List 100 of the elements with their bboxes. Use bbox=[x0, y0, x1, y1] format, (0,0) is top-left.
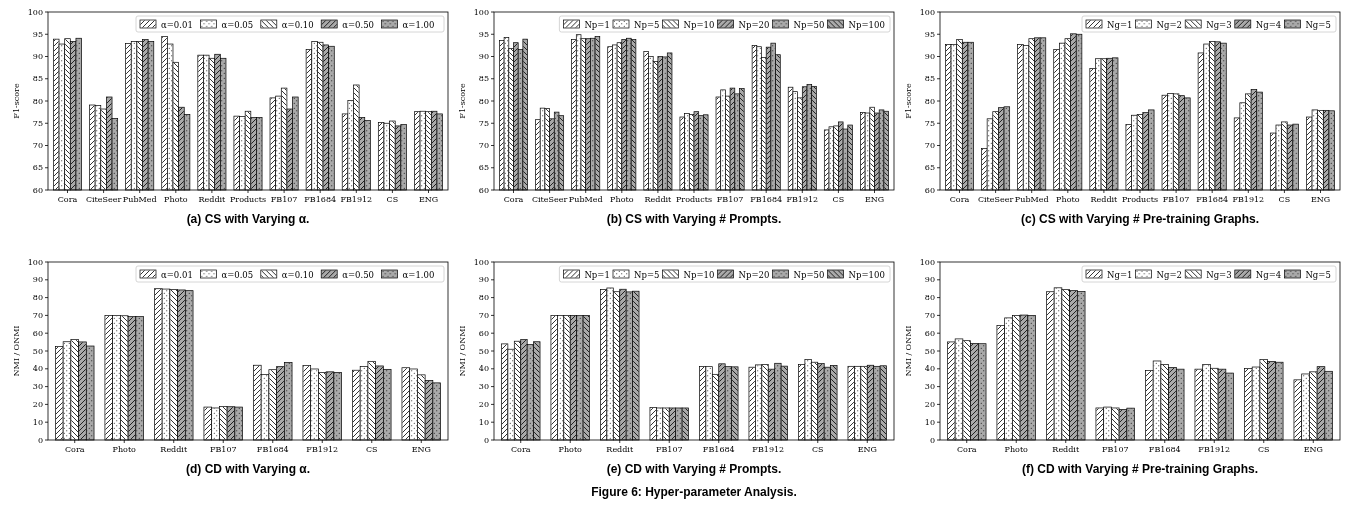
y-tick-label: 60 bbox=[478, 185, 489, 195]
y-axis-title: F1-score bbox=[904, 83, 913, 119]
legend-label: α=0.01 bbox=[161, 19, 193, 30]
x-tick-label: Cora bbox=[64, 445, 85, 454]
y-tick-label: 70 bbox=[924, 141, 935, 151]
text: (e) CD with Varying # Prompts. bbox=[606, 462, 782, 476]
legend-label: Ng=3 bbox=[1206, 19, 1232, 30]
y-tick-label: 20 bbox=[924, 399, 935, 409]
x-tick-label: CS bbox=[365, 445, 378, 454]
x-tick-label: FB1912 bbox=[1198, 445, 1231, 454]
x-tick-label: FB1684 bbox=[750, 195, 783, 204]
legend-label: α=0.10 bbox=[281, 269, 314, 280]
text: (c) CS with Varying # Pre-training Graphs. bbox=[1020, 212, 1260, 226]
x-tick-label: FB1684 bbox=[304, 195, 337, 204]
y-tick-label: 85 bbox=[478, 74, 489, 84]
legend-label: Ng=3 bbox=[1206, 269, 1232, 280]
x-tick-label: FB107 bbox=[716, 195, 744, 204]
y-tick-label: 20 bbox=[32, 399, 43, 409]
x-tick-label: ENG bbox=[418, 195, 439, 204]
x-tick-label: Reddit bbox=[160, 445, 188, 454]
y-tick-label: 65 bbox=[32, 163, 43, 173]
x-tick-label: Photo bbox=[164, 195, 188, 204]
text: (b) CS with Varying # Prompts. bbox=[606, 212, 782, 226]
y-tick-label: 75 bbox=[478, 118, 489, 128]
x-tick-label: ENG bbox=[1310, 195, 1331, 204]
x-tick-label: FB1684 bbox=[256, 445, 289, 454]
x-tick-label: Photo bbox=[558, 445, 583, 454]
x-tick-label: FB107 bbox=[270, 195, 298, 204]
y-tick-label: 80 bbox=[924, 96, 935, 106]
y-axis-title: F1-score bbox=[458, 83, 467, 119]
x-tick-label: PubMed bbox=[568, 195, 603, 204]
y-tick-label: 30 bbox=[924, 382, 935, 392]
y-tick-label: 40 bbox=[924, 364, 935, 374]
x-tick-label: Cora bbox=[949, 195, 970, 204]
legend-label: Np=50 bbox=[793, 269, 825, 280]
y-tick-label: 0 bbox=[929, 435, 935, 445]
x-tick-label: Products bbox=[229, 195, 267, 204]
y-tick-label: 10 bbox=[924, 417, 935, 427]
x-tick-label: FB1684 bbox=[702, 445, 735, 454]
legend-label: α=0.10 bbox=[281, 19, 314, 30]
y-tick-label: 60 bbox=[478, 328, 489, 338]
x-tick-label: Cora bbox=[956, 445, 977, 454]
x-tick-label: Photo bbox=[112, 445, 137, 454]
y-tick-label: 65 bbox=[924, 163, 935, 173]
y-tick-label: 80 bbox=[478, 96, 489, 106]
y-tick-label: 90 bbox=[924, 275, 935, 285]
legend-label: Np=50 bbox=[793, 19, 825, 30]
x-tick-label: Photo bbox=[610, 195, 634, 204]
x-tick-label: FB107 bbox=[209, 445, 237, 454]
legend-label: Ng=2 bbox=[1156, 269, 1183, 280]
x-tick-label: Reddit bbox=[606, 445, 634, 454]
x-tick-label: PubMed bbox=[1014, 195, 1049, 204]
y-tick-label: 80 bbox=[32, 293, 43, 303]
legend-label: α=0.50 bbox=[342, 19, 374, 30]
legend-label: α=0.05 bbox=[221, 269, 254, 280]
text: (a) CS with Varying α. bbox=[186, 212, 310, 226]
y-tick-label: 70 bbox=[924, 310, 935, 320]
x-tick-label: Photo bbox=[1004, 445, 1029, 454]
legend-label: Ng=4 bbox=[1255, 269, 1282, 280]
legend-label: α=0.50 bbox=[342, 269, 374, 280]
x-tick-label: Cora bbox=[510, 445, 531, 454]
legend-label: Np=5 bbox=[634, 19, 660, 30]
x-tick-label: FB1912 bbox=[752, 445, 785, 454]
x-tick-label: FB1912 bbox=[786, 195, 819, 204]
y-tick-label: 85 bbox=[32, 74, 43, 84]
y-tick-label: 95 bbox=[32, 29, 43, 39]
legend-label: Ng=1 bbox=[1107, 19, 1133, 30]
y-tick-label: 90 bbox=[32, 52, 43, 62]
y-tick-label: 60 bbox=[924, 328, 935, 338]
y-tick-label: 80 bbox=[924, 293, 935, 303]
legend-label: Ng=5 bbox=[1305, 19, 1331, 30]
x-tick-label: Photo bbox=[1056, 195, 1080, 204]
x-tick-label: Reddit bbox=[1090, 195, 1119, 204]
x-tick-label: ENG bbox=[857, 445, 877, 454]
legend-label: α=0.05 bbox=[221, 19, 254, 30]
x-tick-label: ENG bbox=[411, 445, 431, 454]
y-tick-label: 80 bbox=[32, 96, 43, 106]
y-tick-label: 10 bbox=[478, 417, 489, 427]
y-tick-label: 90 bbox=[478, 52, 489, 62]
y-tick-label: 60 bbox=[32, 328, 43, 338]
y-tick-label: 95 bbox=[924, 29, 935, 39]
x-tick-label: FB1912 bbox=[1232, 195, 1265, 204]
x-tick-label: FB1912 bbox=[340, 195, 373, 204]
y-axis-title: NMI / ONMI bbox=[904, 325, 913, 377]
x-tick-label: CS bbox=[1257, 445, 1270, 454]
y-tick-label: 100 bbox=[919, 7, 935, 17]
y-tick-label: 50 bbox=[924, 346, 935, 356]
y-tick-label: 0 bbox=[483, 435, 489, 445]
legend-label: Np=10 bbox=[683, 269, 715, 280]
caption: Figure 6: Hyper-parameter Analysis. bbox=[591, 485, 797, 499]
y-tick-label: 70 bbox=[32, 141, 43, 151]
y-tick-label: 95 bbox=[478, 29, 489, 39]
y-tick-label: 20 bbox=[478, 399, 489, 409]
x-tick-label: FB1912 bbox=[306, 445, 339, 454]
x-tick-label: CiteSeer bbox=[85, 195, 122, 204]
x-tick-label: FB1684 bbox=[1148, 445, 1181, 454]
y-tick-label: 90 bbox=[924, 52, 935, 62]
legend-label: Np=1 bbox=[584, 19, 610, 30]
legend-label: Ng=4 bbox=[1255, 19, 1282, 30]
x-tick-label: CS bbox=[386, 195, 399, 204]
